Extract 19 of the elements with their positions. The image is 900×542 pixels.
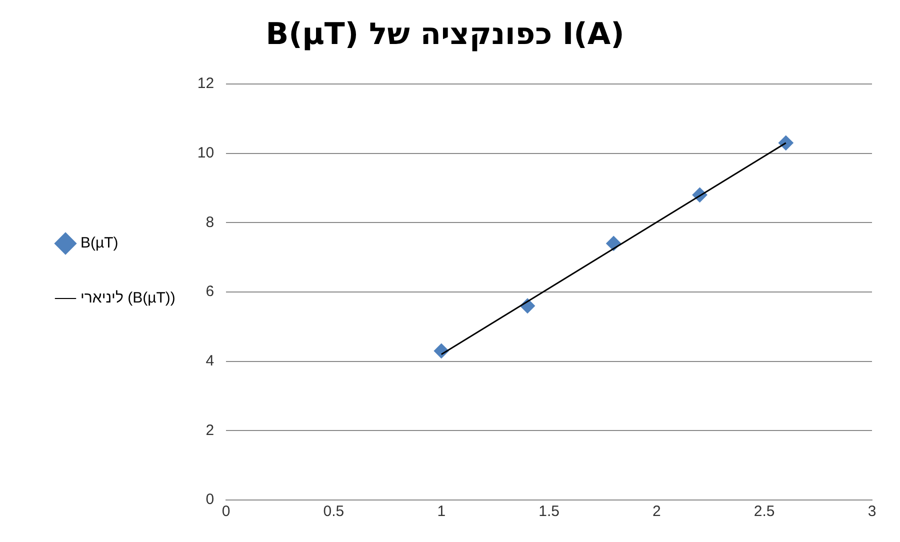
point	[778, 135, 794, 150]
point	[606, 236, 622, 251]
x-tick-label: 1.5	[538, 503, 560, 520]
legend-label: ליניארי (B(µT))	[80, 290, 176, 307]
y-tick-label: 0	[206, 491, 214, 508]
y-tick-label: 6	[206, 283, 214, 300]
x-tick-label: 2	[652, 503, 661, 520]
y-tick-label: 12	[197, 75, 214, 92]
x-tick-label: 0	[222, 503, 230, 520]
y-tick-label: 2	[206, 422, 214, 439]
x-tick-label: 3	[868, 503, 876, 520]
x-tick-label: 1	[437, 503, 446, 520]
x-tick-label: 2.5	[754, 503, 775, 520]
y-tick-label: 4	[206, 352, 214, 370]
y-tick-label: 10	[197, 144, 214, 162]
y-tick-label: 8	[206, 214, 214, 231]
chart-title: B(µT) כפונקציה של I(A)	[266, 16, 624, 52]
x-tick-label: 0.5	[323, 503, 344, 520]
legend-label: B(µT)	[80, 234, 118, 252]
